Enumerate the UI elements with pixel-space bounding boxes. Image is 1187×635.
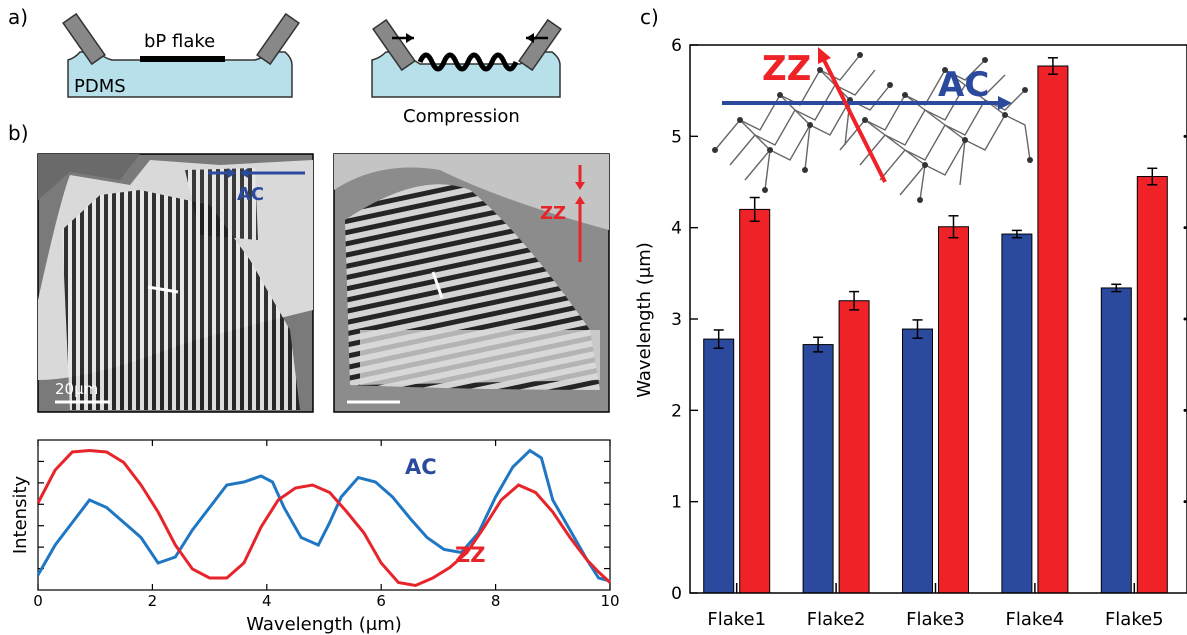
bar-y-tick-label: 1: [671, 493, 682, 513]
panel-a-label: a): [8, 5, 28, 29]
zz-arrowhead-down-icon: [575, 182, 585, 190]
compression-label: Compression: [403, 106, 520, 127]
bar-y-tick-label: 4: [671, 219, 682, 239]
intensity-profile-chart: 0 2 4 6 8 10 AC ZZ Wavelength (μm) Intensity: [10, 439, 620, 635]
category-label-flake5: Flake5: [1105, 609, 1164, 630]
bar-zz-flake3: [938, 226, 969, 594]
bright-edge-zz: [360, 330, 600, 385]
bar-ac-flake4: [1001, 233, 1033, 594]
bar-chart-frame: [689, 44, 1187, 594]
bar-y-tick-right: [1183, 500, 1187, 504]
bar-ac-flake1: [703, 338, 735, 594]
profile-line-zz: [431, 271, 444, 299]
inset-ac-label: AC: [938, 65, 989, 105]
panel-c-label: c): [640, 5, 659, 29]
probe-right: [256, 12, 300, 66]
bar-chart-bars: Flake1 Flake2 Flake3 Flake4 Flake5: [703, 57, 1168, 630]
line-chart-xlabel: Wavelength (μm): [246, 614, 402, 635]
zz-axis-arrow-icon: [822, 59, 887, 183]
bar-y-tick-right: [1183, 226, 1187, 230]
wrinkled-flake: [417, 52, 519, 72]
bp-flake: [140, 56, 225, 62]
bar-ac-flake2: [802, 344, 834, 594]
x-tick-label: 4: [262, 592, 272, 610]
micrograph-ac: AC 20μm: [37, 153, 314, 413]
ac-arrowhead-right-icon: [228, 168, 236, 178]
zz-arrowhead-up-icon: [575, 196, 585, 204]
ac-arrowhead-left-icon: [240, 168, 248, 178]
bar-zz-flake4: [1037, 65, 1069, 594]
bp-flake-label: bP flake: [144, 31, 215, 52]
x-tick-label: 6: [376, 592, 386, 610]
bar-y-tick-label: 5: [671, 127, 682, 147]
bar-zz-flake5: [1136, 176, 1168, 594]
ac-tag: AC: [237, 184, 264, 205]
shadow-region-ac: [38, 154, 140, 200]
zz-axis-arrowhead-icon: [818, 47, 831, 64]
pdms-diagram-right: Compression: [371, 18, 562, 127]
inset-zz-label: ZZ: [762, 49, 811, 89]
x-tick-label: 0: [33, 592, 43, 610]
line-chart-ylabel: Intensity: [10, 475, 31, 554]
wavelength-bar-chart: 0 1 2 3 4 5 6 Flake1 Flake2 Flake3 Flake4 Flake5 W…: [634, 36, 1187, 630]
arrowhead-left-icon: [526, 33, 534, 43]
series-line-ac: [36, 448, 611, 583]
arrowhead-right-icon: [406, 33, 414, 43]
panel-b-label: b): [8, 121, 29, 145]
bar-y-tick-right: [1183, 408, 1187, 412]
line-chart-frame: [37, 439, 611, 591]
micrograph-zz: ZZ: [333, 153, 610, 413]
bar-y-tick-label: 2: [671, 401, 682, 421]
bar-chart-ticks: 0 1 2 3 4 5 6: [671, 36, 1187, 604]
wrinkle-stripes-ac: [62, 190, 300, 410]
category-label-flake4: Flake4: [1006, 609, 1065, 630]
scalebar-label: 20μm: [55, 380, 98, 398]
bar-y-tick-label: 0: [671, 584, 682, 604]
bar-y-tick-right: [1183, 317, 1187, 321]
bar-ac-flake5: [1100, 287, 1132, 594]
pdms-substrate-left: [67, 51, 293, 98]
bar-ac-flake3: [902, 328, 933, 594]
bar-y-tick-label: 3: [671, 310, 682, 330]
probe-left: [62, 12, 106, 66]
probe-left-compressed: [372, 18, 416, 72]
x-tick-label: 2: [148, 592, 158, 610]
x-tick-label: 8: [491, 592, 501, 610]
lattice-atoms: [712, 52, 1033, 203]
pdms-substrate-right: [371, 51, 561, 98]
series-label-zz: ZZ: [455, 543, 485, 567]
line-chart-ticks: 0 2 4 6 8 10: [33, 440, 620, 610]
ac-axis-arrowhead-icon: [998, 96, 1012, 110]
category-label-flake1: Flake1: [707, 609, 766, 630]
category-label-flake3: Flake3: [906, 609, 965, 630]
bar-y-tick-right: [1183, 134, 1187, 138]
pdms-label: PDMS: [74, 76, 126, 97]
lattice-inset: ZZ AC: [712, 47, 1033, 203]
bar-zz-flake2: [838, 300, 870, 594]
bar-y-tick-label: 6: [671, 36, 682, 56]
series-line-zz: [36, 448, 612, 588]
top-region-zz: [334, 154, 609, 230]
bar-chart-ylabel: Wavelength (μm): [634, 242, 655, 398]
category-label-flake2: Flake2: [807, 609, 866, 630]
series-label-ac: AC: [405, 455, 437, 479]
wrinkle-stripes-ac-top: [185, 168, 258, 240]
bar-zz-flake1: [739, 208, 771, 594]
x-tick-label: 10: [600, 592, 619, 610]
zz-tag: ZZ: [540, 203, 566, 224]
pdms-diagram-left: bP flake PDMS: [62, 12, 300, 98]
profile-line-ac: [147, 285, 179, 294]
